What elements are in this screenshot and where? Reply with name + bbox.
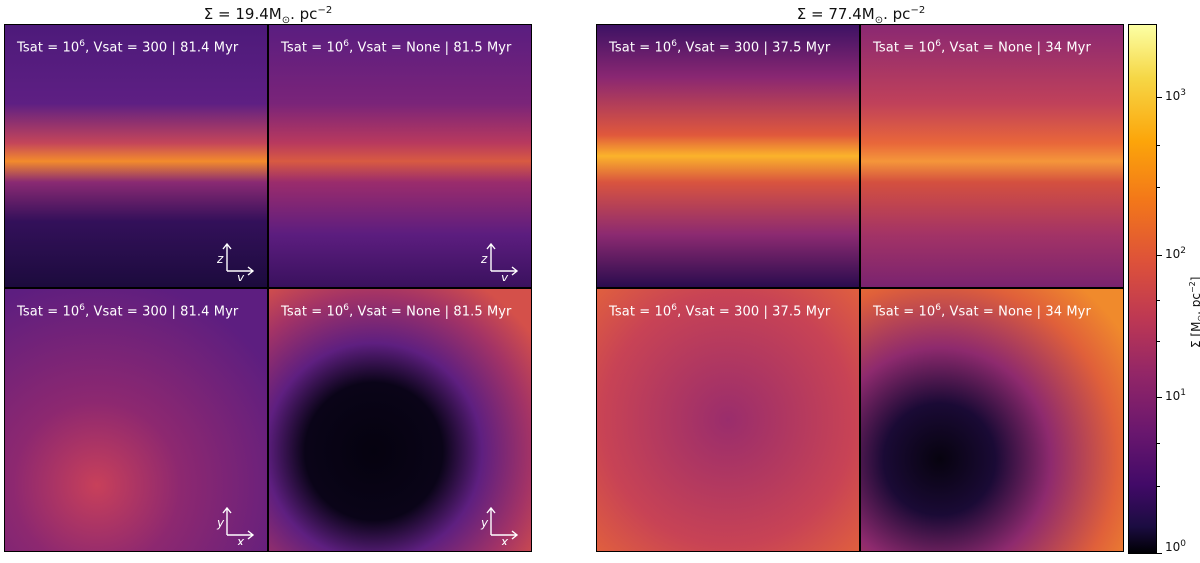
density-map xyxy=(269,25,531,287)
simulation-panel-right-edge-vsat300: Tsat = 106, Vsat = 300 | 37.5 Myr xyxy=(596,24,860,288)
panel-label: Tsat = 106, Vsat = 300 | 81.4 Myr xyxy=(17,39,239,56)
density-map xyxy=(269,289,531,551)
svg-text:Σ [M⊙. pc−2]: Σ [M⊙. pc−2] xyxy=(1188,277,1200,348)
axis-orientation-icon: y x xyxy=(480,506,519,545)
left-group-title: Σ = 19.4M⊙. pc−2 xyxy=(203,5,333,26)
colorbar-minor-tick xyxy=(1157,486,1160,487)
panel-label: Tsat = 106, Vsat = None | 34 Myr xyxy=(873,303,1091,320)
panel-label: Tsat = 106, Vsat = None | 34 Myr xyxy=(873,39,1091,56)
simulation-panel-right-face-vsat300: Tsat = 106, Vsat = 300 | 37.5 Myr xyxy=(596,288,860,552)
colorbar-minor-tick xyxy=(1157,443,1160,444)
simulation-panel-left-edge-vsat300: Tsat = 106, Vsat = 300 | 81.4 Myr z y xyxy=(4,24,268,288)
density-map xyxy=(597,289,859,551)
colorbar-tick xyxy=(1157,397,1162,398)
panel-label: Tsat = 106, Vsat = None | 81.5 Myr xyxy=(281,303,512,320)
simulation-panel-right-edge-vsatnone: Tsat = 106, Vsat = None | 34 Myr xyxy=(860,24,1124,288)
simulation-panel-right-face-vsatnone: Tsat = 106, Vsat = None | 34 Myr xyxy=(860,288,1124,552)
density-map xyxy=(5,25,267,287)
axis-orientation-icon: z y xyxy=(480,242,519,281)
axis-horizontal-label: x xyxy=(236,535,245,545)
colorbar-tick xyxy=(1157,97,1162,98)
simulation-panel-left-edge-vsatnone: Tsat = 106, Vsat = None | 81.5 Myr z y xyxy=(268,24,532,288)
panel-label: Tsat = 106, Vsat = 300 | 37.5 Myr xyxy=(609,303,831,320)
colorbar-label: Σ [M⊙. pc−2] xyxy=(1188,277,1200,348)
colorbar-minor-tick xyxy=(1157,145,1160,146)
colorbar-tick-label: 102 xyxy=(1165,246,1187,261)
panel-label: Tsat = 106, Vsat = 300 | 37.5 Myr xyxy=(609,39,831,56)
axis-vertical-label: z xyxy=(480,252,488,266)
colorbar-tick xyxy=(1157,553,1162,554)
colorbar-tick-label: 103 xyxy=(1165,88,1187,103)
colorbar-minor-tick xyxy=(1157,300,1160,301)
colorbar-minor-tick xyxy=(1157,341,1160,342)
colorbar-tick xyxy=(1157,255,1162,256)
colorbar-minor-tick xyxy=(1157,187,1160,188)
axis-orientation-icon: z y xyxy=(216,242,255,281)
density-map xyxy=(5,289,267,551)
axis-vertical-label: z xyxy=(216,252,224,266)
colorbar-tick-label: 101 xyxy=(1165,388,1187,403)
density-map xyxy=(861,25,1123,287)
axis-orientation-icon: y x xyxy=(216,506,255,545)
panel-label: Tsat = 106, Vsat = None | 81.5 Myr xyxy=(281,39,512,56)
right-group-title: Σ = 77.4M⊙. pc−2 xyxy=(796,5,926,26)
density-map xyxy=(597,25,859,287)
colorbar-tick-label: 100 xyxy=(1165,539,1187,554)
axis-horizontal-label: y xyxy=(236,271,245,281)
simulation-panel-left-face-vsat300: Tsat = 106, Vsat = 300 | 81.4 Myr y x xyxy=(4,288,268,552)
density-map xyxy=(861,289,1123,551)
colorbar xyxy=(1128,24,1157,554)
axis-vertical-label: y xyxy=(480,516,489,530)
panel-label: Tsat = 106, Vsat = 300 | 81.4 Myr xyxy=(17,303,239,320)
axis-horizontal-label: x xyxy=(500,535,509,545)
simulation-panel-left-face-vsatnone: Tsat = 106, Vsat = None | 81.5 Myr y x xyxy=(268,288,532,552)
axis-vertical-label: y xyxy=(216,516,225,530)
axis-horizontal-label: y xyxy=(500,271,509,281)
